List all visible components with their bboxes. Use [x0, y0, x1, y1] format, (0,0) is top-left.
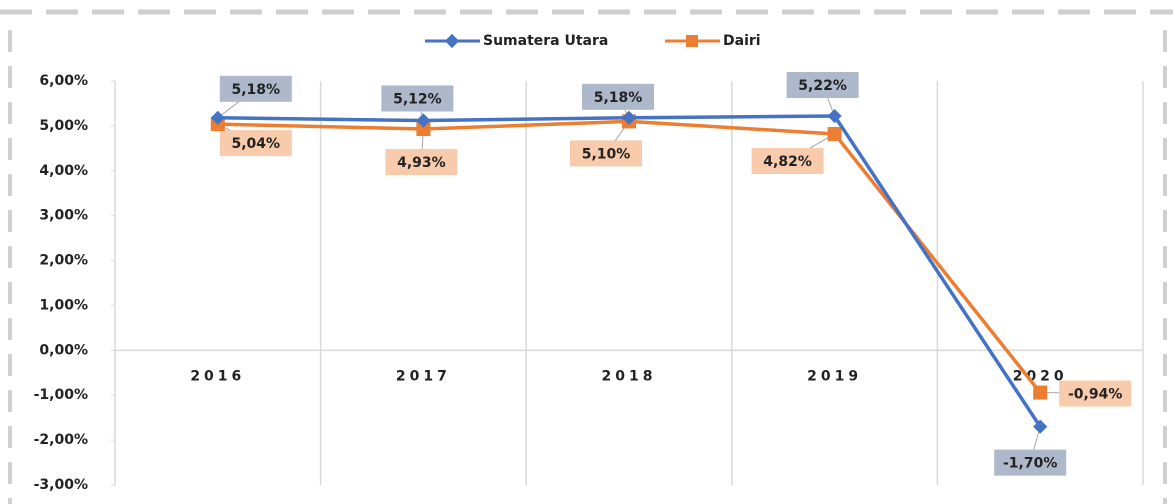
point: [416, 122, 431, 137]
y-tick-label: 2,00%: [39, 253, 88, 269]
point: [1033, 385, 1048, 400]
y-tick-label: 4,00%: [39, 163, 88, 179]
x-tick-label: 2018: [602, 368, 657, 384]
y-tick-label: -2,00%: [34, 432, 88, 448]
data-label: 5,18%: [232, 82, 281, 98]
data-label: 5,18%: [594, 90, 643, 106]
data-label: 5,10%: [582, 146, 631, 162]
label-box: [385, 149, 458, 176]
legend-label: Dairi: [723, 33, 761, 49]
label-box: [570, 140, 642, 167]
label-box: [219, 75, 292, 102]
data-label: -0,94%: [1068, 387, 1122, 403]
data-label: -1,70%: [1003, 456, 1057, 472]
y-tick-label: 0,00%: [39, 342, 88, 358]
data-label: 5,12%: [393, 92, 442, 108]
label-box: [582, 83, 654, 110]
y-tick-label: 6,00%: [39, 73, 88, 89]
y-tick-label: -3,00%: [34, 477, 88, 493]
data-label: 5,22%: [798, 78, 847, 94]
y-tick-label: -1,00%: [34, 387, 88, 403]
point: [827, 108, 842, 124]
x-tick-label: 2016: [190, 368, 245, 384]
y-tick-label: 1,00%: [39, 297, 88, 313]
x-tick-label: 2019: [807, 368, 862, 384]
point: [416, 113, 431, 128]
point: [621, 110, 637, 125]
data-label: 4,82%: [763, 154, 812, 170]
label-box: [786, 72, 859, 99]
label-box: [219, 130, 292, 157]
label-box: [994, 449, 1067, 476]
y-tick-label: 5,00%: [39, 118, 88, 134]
legend-label: Sumatera Utara: [483, 33, 608, 49]
point: [827, 126, 842, 141]
legend-marker: [686, 35, 698, 47]
label-box: [751, 147, 824, 174]
label-box: [381, 85, 454, 112]
data-label: 5,04%: [232, 136, 281, 152]
point: [1033, 419, 1048, 434]
legend-marker: [444, 33, 460, 49]
label-box: [1059, 380, 1132, 407]
y-tick-label: 3,00%: [39, 208, 88, 224]
x-tick-label: 2017: [396, 368, 451, 384]
data-label: 4,93%: [397, 155, 446, 171]
